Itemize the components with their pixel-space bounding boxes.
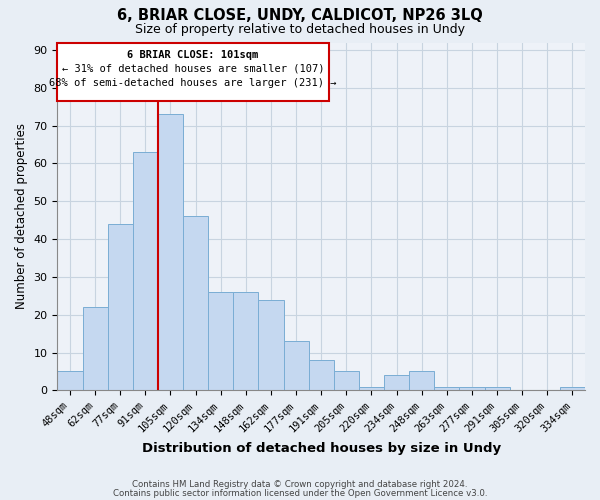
- Bar: [183, 216, 208, 390]
- Bar: [58, 372, 83, 390]
- Text: 6 BRIAR CLOSE: 101sqm: 6 BRIAR CLOSE: 101sqm: [127, 50, 259, 60]
- Text: Contains HM Land Registry data © Crown copyright and database right 2024.: Contains HM Land Registry data © Crown c…: [132, 480, 468, 489]
- Bar: [233, 292, 259, 390]
- Bar: [460, 386, 485, 390]
- Bar: [434, 386, 460, 390]
- Bar: [308, 360, 334, 390]
- X-axis label: Distribution of detached houses by size in Undy: Distribution of detached houses by size …: [142, 442, 501, 455]
- Bar: [384, 375, 409, 390]
- Bar: [560, 386, 585, 390]
- Bar: [107, 224, 133, 390]
- Text: Size of property relative to detached houses in Undy: Size of property relative to detached ho…: [135, 22, 465, 36]
- Bar: [334, 372, 359, 390]
- Text: Contains public sector information licensed under the Open Government Licence v3: Contains public sector information licen…: [113, 488, 487, 498]
- Text: ← 31% of detached houses are smaller (107): ← 31% of detached houses are smaller (10…: [62, 64, 325, 74]
- Bar: [409, 372, 434, 390]
- Bar: [259, 300, 284, 390]
- Text: 68% of semi-detached houses are larger (231) →: 68% of semi-detached houses are larger (…: [49, 78, 337, 88]
- Bar: [208, 292, 233, 390]
- Bar: [133, 152, 158, 390]
- Text: 6, BRIAR CLOSE, UNDY, CALDICOT, NP26 3LQ: 6, BRIAR CLOSE, UNDY, CALDICOT, NP26 3LQ: [117, 8, 483, 22]
- Y-axis label: Number of detached properties: Number of detached properties: [15, 124, 28, 310]
- Bar: [284, 341, 308, 390]
- Bar: [58, 42, 329, 101]
- Bar: [359, 386, 384, 390]
- Bar: [83, 307, 107, 390]
- Bar: [485, 386, 509, 390]
- Bar: [158, 114, 183, 390]
